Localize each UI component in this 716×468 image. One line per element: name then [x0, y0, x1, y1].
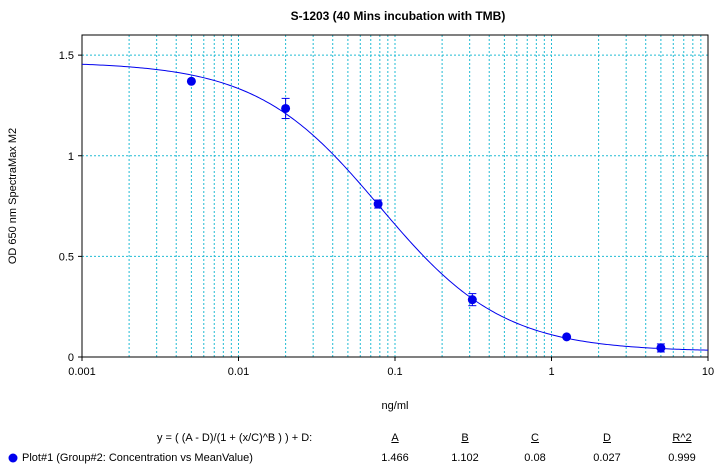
x-axis-label: ng/ml [382, 400, 409, 412]
chart-title: S-1203 (40 Mins incubation with TMB) [291, 9, 506, 23]
fit-value-r2: 0.999 [668, 452, 696, 464]
legend-marker [8, 453, 18, 463]
x-tick-label: 0.01 [228, 366, 249, 378]
x-tick-label: 0.001 [68, 366, 96, 378]
x-tick-label: 1 [548, 366, 554, 378]
data-point [562, 332, 572, 342]
fit-header-r2: R^2 [672, 432, 692, 444]
fit-header-a: A [391, 432, 399, 444]
legend-series-label: Plot#1 (Group#2: Concentration vs MeanVa… [22, 452, 253, 464]
fit-equation: y = ( (A - D)/(1 + (x/C)^B ) ) + D: [157, 432, 313, 444]
data-point [656, 343, 666, 353]
data-point [467, 295, 477, 305]
fit-value-c: 0.08 [524, 452, 546, 464]
data-points [186, 76, 666, 353]
fit-value-a: 1.466 [381, 452, 409, 464]
x-tick-label: 10 [702, 366, 714, 378]
fit-value-b: 1.102 [451, 452, 479, 464]
fit-header-b: B [461, 432, 469, 444]
axis-ticks: 0.001 0.01 0.1 1 10 0 0.5 1 1.5 [59, 50, 714, 378]
fit-curve [81, 63, 709, 351]
x-tick-label: 0.1 [387, 366, 402, 378]
y-tick-label: 1 [68, 151, 74, 163]
data-point [373, 199, 383, 209]
fit-value-d: 0.027 [593, 452, 621, 464]
y-axis-label: OD 650 nm SpectraMax M2 [7, 128, 19, 264]
fit-header-d: D [603, 432, 611, 444]
fit-header-c: C [531, 432, 539, 444]
y-tick-label: 0.5 [59, 251, 74, 263]
data-point [281, 103, 291, 113]
y-tick-label: 0 [68, 352, 74, 364]
data-point [186, 76, 196, 86]
grid [81, 35, 708, 358]
y-tick-label: 1.5 [59, 50, 74, 62]
